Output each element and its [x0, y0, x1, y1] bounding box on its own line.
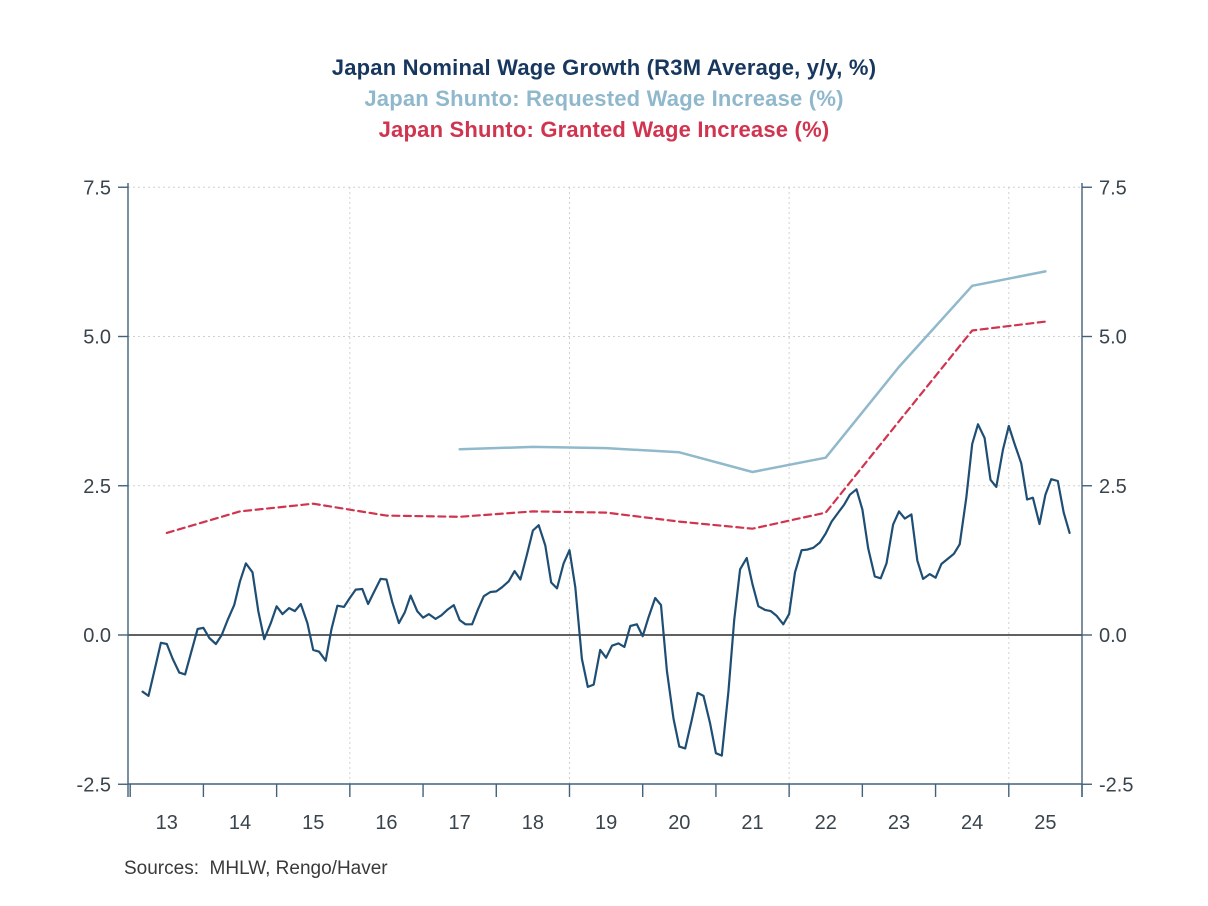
series-shunto-granted-line [165, 320, 1047, 534]
x-label: 17 [449, 812, 471, 834]
x-label: 18 [522, 812, 544, 834]
axes [118, 183, 1092, 797]
x-label: 16 [375, 812, 397, 834]
y-label-left: 7.5 [83, 177, 111, 199]
y-label-left: 5.0 [83, 327, 111, 349]
x-label: 13 [156, 812, 178, 834]
x-label: 25 [1034, 812, 1056, 834]
y-label-left: 2.5 [83, 476, 111, 498]
x-label: 14 [229, 812, 251, 834]
series-nominal-wage-growth-line [141, 423, 1071, 757]
y-label-right: 0.0 [1099, 625, 1127, 647]
source-note: Sources: MHLW, Rengo/Haver [124, 858, 388, 879]
y-label-right: 5.0 [1099, 327, 1127, 349]
chart-title-line-2: Japan Shunto: Requested Wage Increase (%… [364, 86, 844, 111]
chart-titles: Japan Nominal Wage Growth (R3M Average, … [0, 52, 1208, 145]
y-label-left: 0.0 [83, 625, 111, 647]
y-label-right: -2.5 [1099, 774, 1133, 796]
axis-labels: 7.5 7.5 5.0 5.0 2.5 2.5 0.0 0.0 -2.5 -2.5 13 14 15 16… [77, 177, 1134, 834]
x-label: 20 [668, 812, 690, 834]
y-label-right: 7.5 [1099, 177, 1127, 199]
x-label: 21 [741, 812, 763, 834]
x-label: 23 [888, 812, 910, 834]
x-label: 15 [302, 812, 324, 834]
chart-title-line-3: Japan Shunto: Granted Wage Increase (%) [378, 117, 830, 142]
x-label: 24 [961, 812, 983, 834]
x-label: 19 [595, 812, 617, 834]
y-label-right: 2.5 [1099, 476, 1127, 498]
series-shunto-requested-line [458, 270, 1047, 474]
gridlines [128, 186, 1082, 784]
y-label-left: -2.5 [77, 774, 111, 796]
chart-title-line-1: Japan Nominal Wage Growth (R3M Average, … [331, 55, 877, 80]
x-label: 22 [815, 812, 837, 834]
